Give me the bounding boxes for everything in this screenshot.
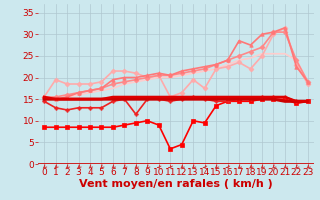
X-axis label: Vent moyen/en rafales ( km/h ): Vent moyen/en rafales ( km/h ) bbox=[79, 179, 273, 189]
